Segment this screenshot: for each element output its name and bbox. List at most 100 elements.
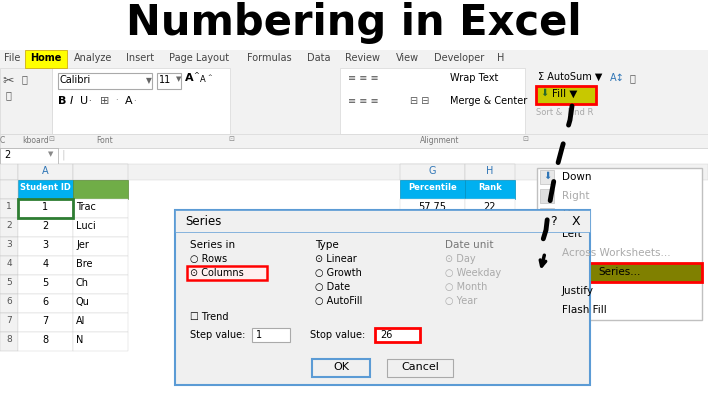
Bar: [375, 328, 420, 342]
Bar: [73, 294, 128, 313]
Text: Fill ▼: Fill ▼: [552, 89, 578, 99]
Text: ▼: ▼: [48, 151, 53, 157]
Text: ≡ ≡ ≡: ≡ ≡ ≡: [348, 73, 379, 83]
Text: 20: 20: [484, 278, 496, 288]
Text: Sort &  Find R: Sort & Find R: [536, 108, 593, 117]
Text: ▼: ▼: [146, 76, 152, 85]
Bar: [18, 313, 73, 332]
Bar: [312, 359, 370, 377]
Bar: [400, 332, 465, 351]
Text: ⚡: ⚡: [544, 304, 550, 314]
Text: File: File: [4, 53, 21, 63]
Bar: [0, 256, 18, 275]
Text: X: X: [572, 215, 581, 228]
Text: 26: 26: [380, 330, 392, 340]
Text: 4: 4: [6, 259, 12, 268]
Text: Wrap Text: Wrap Text: [450, 73, 498, 83]
Bar: [400, 199, 465, 218]
Bar: [0, 50, 708, 162]
Bar: [465, 294, 515, 313]
Text: N: N: [76, 335, 84, 345]
Bar: [18, 180, 73, 199]
Text: Series: Series: [185, 215, 222, 228]
Text: ⬇: ⬇: [540, 88, 548, 98]
Text: 2: 2: [4, 150, 10, 160]
Text: Down: Down: [562, 172, 591, 182]
Bar: [73, 275, 128, 294]
Text: ○ Month: ○ Month: [445, 282, 487, 292]
Text: Student ID: Student ID: [20, 183, 71, 192]
Text: |: |: [62, 150, 66, 161]
Bar: [540, 303, 554, 317]
Text: Ch: Ch: [76, 278, 89, 288]
Text: 19: 19: [484, 259, 496, 269]
Text: ▼: ▼: [176, 76, 181, 82]
Bar: [0, 164, 18, 180]
Bar: [58, 73, 152, 89]
Text: ·: ·: [88, 97, 91, 106]
Text: 2: 2: [42, 221, 49, 231]
Bar: [0, 148, 58, 164]
Bar: [465, 218, 515, 237]
Text: 60.5: 60.5: [422, 278, 443, 288]
Bar: [340, 68, 525, 134]
Text: ○ Weekday: ○ Weekday: [445, 268, 501, 278]
Text: kboard: kboard: [22, 136, 49, 145]
Text: 22: 22: [484, 202, 496, 212]
Text: Insert: Insert: [126, 53, 154, 63]
Text: 72: 72: [426, 240, 439, 250]
Bar: [252, 328, 290, 342]
Text: ⊡: ⊡: [48, 136, 54, 142]
Bar: [18, 164, 73, 180]
Bar: [0, 218, 18, 237]
Text: Jer: Jer: [76, 240, 89, 250]
Text: A: A: [200, 75, 206, 84]
Text: ^: ^: [207, 74, 212, 79]
Bar: [73, 313, 128, 332]
Text: ✂: ✂: [2, 74, 14, 88]
Text: Review: Review: [346, 53, 380, 63]
Bar: [18, 332, 73, 351]
Text: OK: OK: [333, 362, 349, 372]
Bar: [0, 294, 18, 313]
Bar: [18, 237, 73, 256]
Text: Σ AutoSum ▼: Σ AutoSum ▼: [538, 72, 603, 82]
Text: Data: Data: [307, 53, 331, 63]
Bar: [52, 68, 230, 134]
Text: 5: 5: [6, 278, 12, 287]
Text: Series in: Series in: [190, 240, 235, 250]
Text: ⬅: ⬅: [543, 228, 551, 238]
Text: 1: 1: [487, 316, 493, 326]
Text: 3: 3: [42, 240, 49, 250]
Text: 11: 11: [159, 75, 171, 85]
Text: ○ Year: ○ Year: [445, 296, 477, 306]
Text: 8: 8: [6, 335, 12, 344]
Text: ^: ^: [193, 72, 199, 78]
Bar: [465, 180, 515, 199]
Text: A: A: [42, 166, 49, 176]
Bar: [540, 284, 554, 298]
Text: A↕: A↕: [610, 73, 624, 83]
Text: ⊡: ⊡: [522, 136, 528, 142]
Text: Analyze: Analyze: [74, 53, 112, 63]
Bar: [157, 73, 181, 89]
Bar: [73, 199, 128, 218]
Text: Series...: Series...: [598, 267, 641, 277]
Bar: [465, 237, 515, 256]
Text: Right: Right: [562, 191, 590, 201]
Text: ⬆: ⬆: [543, 209, 551, 219]
Text: 6: 6: [6, 297, 12, 306]
Text: Qu: Qu: [76, 297, 90, 307]
Text: ≡: ≡: [543, 285, 551, 295]
Text: Merge & Center: Merge & Center: [450, 96, 527, 106]
Text: Formulas: Formulas: [246, 53, 291, 63]
Text: G: G: [429, 166, 436, 176]
Bar: [540, 208, 554, 222]
Bar: [540, 246, 554, 260]
Text: ·: ·: [115, 96, 118, 105]
Text: Home: Home: [30, 53, 62, 63]
Text: 7: 7: [6, 316, 12, 325]
Text: Justify: Justify: [562, 286, 594, 296]
Text: ○ AutoFill: ○ AutoFill: [315, 296, 362, 306]
Text: 4: 4: [487, 221, 493, 231]
